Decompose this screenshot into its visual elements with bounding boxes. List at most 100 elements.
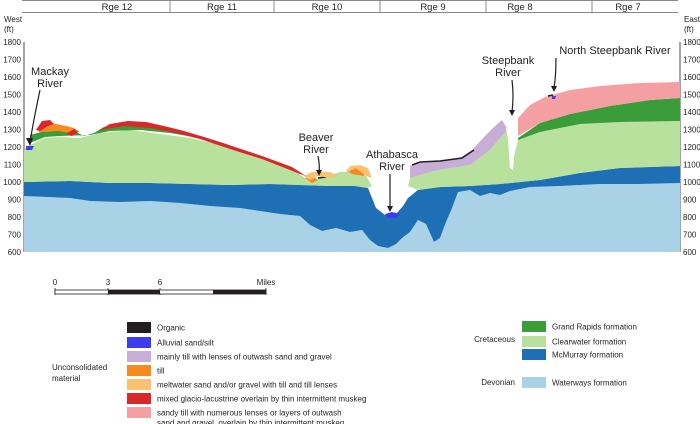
left-axis: 1800 1700 1600 1500 1400 1300 1200 1100 … bbox=[3, 38, 25, 257]
left-tick-600: 600 bbox=[8, 248, 22, 257]
right-axis: 1800 1700 1600 1500 1400 1300 1200 1100 … bbox=[679, 38, 700, 257]
layer-mainly-till bbox=[410, 120, 508, 178]
river-label-steepbank-line1: Steepbank bbox=[482, 55, 535, 67]
scale-tick-0: 0 bbox=[53, 278, 58, 287]
right-tick-900: 900 bbox=[683, 196, 697, 205]
legend-label-right-3: Waterways formation bbox=[552, 379, 627, 388]
right-tick-1100: 1100 bbox=[683, 161, 700, 170]
right-axis-title-line2: (ft) bbox=[684, 25, 694, 34]
layer-glacio-lacustrine bbox=[36, 120, 306, 176]
legend-label-left-1: Alluvial sand/silt bbox=[157, 339, 215, 348]
left-tick-900: 900 bbox=[8, 196, 22, 205]
river-arrow-mackay bbox=[29, 89, 41, 143]
right-tick-1200: 1200 bbox=[683, 143, 700, 152]
layer-sandy-till bbox=[518, 82, 680, 136]
legend-label-left-2: mainly till with lenses of outwash sand … bbox=[157, 353, 332, 362]
steepbank-valley bbox=[506, 124, 516, 170]
right-tick-700: 700 bbox=[683, 231, 697, 240]
legend-swatch-left-4 bbox=[127, 379, 151, 390]
left-tick-800: 800 bbox=[8, 213, 22, 222]
layer-mcmurray bbox=[24, 166, 680, 248]
legend-swatch-right-0 bbox=[522, 321, 546, 332]
left-tick-1600: 1600 bbox=[3, 73, 21, 82]
scale-unit: Miles bbox=[257, 278, 276, 287]
river-label-athabasca-line1: Athabasca bbox=[366, 149, 419, 161]
river-arrow-steepbank bbox=[511, 79, 514, 113]
river-arrowhead-mackay bbox=[26, 138, 33, 146]
scale-tick-6: 6 bbox=[158, 278, 163, 287]
river-label-beaver-line2: River bbox=[303, 144, 329, 156]
legend-group-unconsolidated-line2: material bbox=[52, 374, 81, 383]
legend-swatch-left-6 bbox=[127, 407, 151, 418]
range-label-rge9: Rge 9 bbox=[420, 2, 445, 13]
river-arrowhead-steepbank bbox=[509, 110, 515, 116]
right-tick-1500: 1500 bbox=[683, 91, 700, 100]
river-arrow-north-steepbank bbox=[553, 57, 557, 89]
right-tick-1400: 1400 bbox=[683, 108, 700, 117]
legend-swatch-right-2 bbox=[522, 349, 546, 360]
legend-label-left-0: Organic bbox=[157, 324, 185, 333]
river-arrowhead-north-steepbank bbox=[551, 86, 557, 92]
right-tick-1700: 1700 bbox=[683, 56, 700, 65]
range-label-rge8: Rge 8 bbox=[507, 2, 532, 13]
layer-waterways bbox=[24, 183, 680, 252]
river-label-mackay-line1: Mackay bbox=[31, 66, 69, 78]
river-arrowhead-athabasca bbox=[387, 206, 393, 212]
range-label-rge7: Rge 7 bbox=[615, 2, 640, 13]
range-label-rge12: Rge 12 bbox=[102, 2, 133, 13]
legend-label-left-6-line2: sand and gravel, overlain by thin interm… bbox=[157, 419, 344, 424]
river-label-north-steepbank: North Steepbank River bbox=[559, 45, 671, 57]
scale-bar: 0 3 6 Miles bbox=[53, 278, 276, 295]
legend-label-right-1: Clearwater formation bbox=[552, 338, 626, 347]
layer-organic bbox=[317, 94, 554, 179]
left-tick-1800: 1800 bbox=[3, 38, 21, 47]
river-label-mackay-line2: River bbox=[37, 78, 63, 90]
left-tick-1200: 1200 bbox=[3, 143, 21, 152]
right-tick-800: 800 bbox=[683, 213, 697, 222]
left-tick-1000: 1000 bbox=[3, 178, 21, 187]
right-tick-1600: 1600 bbox=[683, 73, 700, 82]
layer-clearwater bbox=[24, 121, 680, 190]
right-tick-600: 600 bbox=[683, 248, 697, 257]
legend-left-items: Organic Alluvial sand/silt mainly till wit… bbox=[127, 322, 366, 424]
legend-group-cretaceous: Cretaceous bbox=[474, 335, 515, 344]
legend-label-left-4: meltwater sand and/or gravel with till a… bbox=[157, 381, 337, 390]
left-axis-title-line2: (ft) bbox=[4, 25, 14, 34]
legend-label-left-3: till bbox=[157, 367, 165, 376]
left-tick-700: 700 bbox=[8, 231, 22, 240]
right-axis-title-line1: East bbox=[684, 15, 700, 24]
range-label-rge11: Rge 11 bbox=[207, 2, 237, 13]
left-tick-1100: 1100 bbox=[4, 161, 22, 170]
legend-label-right-2: McMurray formation bbox=[552, 351, 623, 360]
layer-meltwater bbox=[304, 165, 372, 180]
right-tick-1000: 1000 bbox=[683, 178, 700, 187]
legend-swatch-left-2 bbox=[127, 351, 151, 362]
legend-swatch-left-1 bbox=[127, 337, 151, 348]
scale-tick-3: 3 bbox=[106, 278, 111, 287]
river-label-athabasca-line2: River bbox=[379, 161, 405, 173]
river-labels: Mackay River Beaver River Athabasca Rive… bbox=[26, 45, 671, 212]
legend-label-left-6: sandy till with numerous lenses or layer… bbox=[157, 409, 342, 418]
legend-group-devonian: Devonian bbox=[481, 378, 515, 387]
left-tick-1500: 1500 bbox=[3, 91, 21, 100]
right-tick-1800: 1800 bbox=[683, 38, 700, 47]
layer-grand-rapids bbox=[30, 98, 680, 145]
legend-swatch-left-5 bbox=[127, 393, 151, 404]
left-axis-title-line1: West bbox=[4, 15, 23, 24]
left-tick-1700: 1700 bbox=[3, 56, 21, 65]
right-tick-1300: 1300 bbox=[683, 126, 700, 135]
cross-section-layers bbox=[24, 82, 680, 252]
left-tick-1400: 1400 bbox=[3, 108, 21, 117]
river-arrowhead-beaver bbox=[316, 170, 322, 176]
legend: Unconsolidated material Organic Alluvial … bbox=[52, 321, 637, 424]
legend-swatch-left-3 bbox=[127, 365, 151, 376]
legend-label-left-5: mixed glacio-lacustrine overlain by thin… bbox=[157, 395, 366, 404]
river-label-steepbank-line2: River bbox=[495, 67, 521, 79]
range-bar: Rge 12 Rge 11 Rge 10 Rge 9 Rge 8 Rge 7 bbox=[22, 0, 678, 13]
layer-till bbox=[38, 124, 366, 183]
legend-right-items: Grand Rapids formation Clearwater formati… bbox=[522, 321, 637, 388]
left-tick-1300: 1300 bbox=[3, 126, 21, 135]
legend-group-unconsolidated-line1: Unconsolidated bbox=[52, 363, 107, 372]
legend-label-right-0: Grand Rapids formation bbox=[552, 323, 637, 332]
